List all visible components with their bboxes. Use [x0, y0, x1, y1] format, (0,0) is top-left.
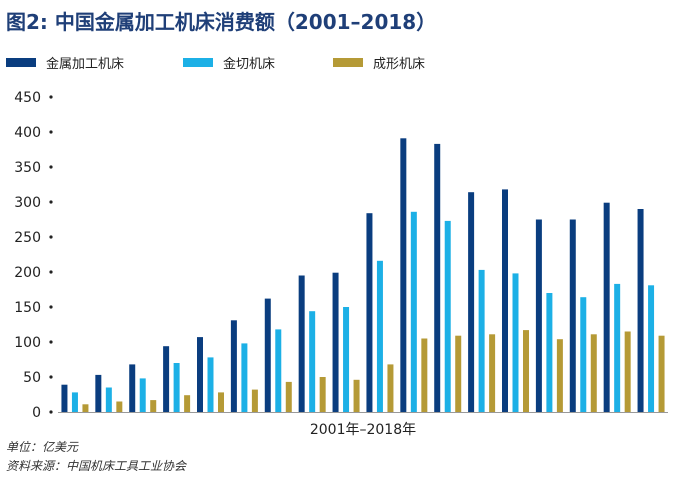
y-tick-label: 200 [14, 265, 41, 281]
bar-series2 [376, 260, 383, 412]
bar-series3 [353, 379, 360, 412]
bar-series3 [624, 331, 631, 412]
bar-series1 [163, 346, 170, 412]
bar-series3 [82, 404, 89, 412]
bar-series3 [590, 334, 597, 412]
legend: 金属加工机床 金切机床 成形机床 [0, 52, 700, 72]
bar-series2 [546, 293, 553, 412]
source-note: 资料来源：中国机床工具工业协会 [6, 459, 187, 473]
bar-series2 [71, 392, 78, 412]
y-tick-mark [49, 375, 53, 379]
y-tick-mark [49, 95, 53, 99]
bar-series1 [264, 298, 271, 412]
bar-series3 [556, 339, 563, 412]
y-tick-label: 0 [32, 405, 41, 421]
bar-series1 [129, 364, 136, 412]
bar-series3 [489, 334, 496, 412]
chart-title: 图2: 中国金属加工机床消费额（2001–2018） [6, 10, 437, 34]
y-tick-label: 250 [14, 230, 41, 246]
bar-series1 [366, 213, 373, 412]
y-tick-label: 100 [14, 335, 41, 351]
bar-series2 [343, 307, 350, 412]
x-axis-label: 2001年–2018年 [310, 422, 416, 438]
y-tick-label: 350 [14, 160, 41, 176]
y-tick-mark [49, 410, 53, 414]
bar-series2 [207, 357, 214, 412]
bar-series3 [150, 400, 157, 412]
bar-series1 [298, 275, 305, 412]
bar-series3 [658, 335, 665, 412]
y-tick-label: 50 [23, 370, 41, 386]
bar-series1 [569, 219, 576, 412]
legend-item-series1: 金属加工机床 [6, 52, 124, 72]
bar-series1 [332, 272, 339, 412]
bar-series3 [285, 381, 292, 412]
bar-series1 [535, 219, 542, 412]
bar-series3 [421, 338, 428, 412]
y-tick-label: 450 [14, 90, 41, 106]
bar-series1 [637, 209, 644, 412]
legend-swatch-series2 [183, 57, 213, 67]
y-tick-mark [49, 130, 53, 134]
bar-series3 [523, 330, 529, 412]
legend-label-series2: 金切机床 [223, 56, 276, 72]
bar-series2 [444, 220, 451, 412]
bar-series3 [455, 335, 462, 412]
bar-series2 [478, 269, 485, 412]
y-tick-mark [49, 340, 53, 344]
bar-series1 [434, 143, 441, 412]
legend-item-series3: 成形机床 [333, 52, 425, 72]
y-tick-label: 300 [14, 195, 41, 211]
bar-series2 [309, 311, 316, 412]
bar-series1 [230, 320, 237, 412]
legend-swatch-series3 [333, 57, 363, 67]
bar-series3 [319, 377, 326, 412]
bar-series1 [95, 374, 102, 412]
bar-series2 [648, 285, 655, 412]
bar-series3 [387, 364, 394, 412]
bar-series3 [218, 392, 224, 412]
bar-series2 [241, 343, 248, 412]
bar-series1 [61, 384, 68, 412]
bar-series2 [614, 283, 621, 412]
bar-series3 [251, 389, 258, 412]
legend-item-series2: 金切机床 [183, 52, 275, 72]
y-tick-mark [49, 200, 53, 204]
legend-swatch-series1 [6, 57, 36, 67]
bar-series1 [197, 337, 203, 412]
bar-series2 [139, 378, 146, 412]
bar-series3 [116, 401, 123, 412]
y-tick-mark [49, 270, 53, 274]
bar-series2 [580, 297, 587, 412]
unit-note: 单位：亿美元 [6, 440, 79, 454]
legend-label-series3: 成形机床 [373, 56, 426, 72]
bar-series1 [400, 138, 407, 413]
bar-series2 [275, 329, 282, 412]
bar-series2 [173, 363, 180, 412]
bar-series3 [184, 395, 191, 412]
y-tick-mark [49, 305, 53, 309]
bar-series1 [468, 192, 475, 412]
legend-label-series1: 金属加工机床 [46, 56, 125, 72]
y-tick-mark [49, 165, 53, 169]
bar-series2 [512, 273, 519, 412]
y-tick-mark [49, 235, 53, 239]
bar-series2 [105, 387, 112, 412]
bar-series2 [410, 211, 417, 412]
y-tick-label: 400 [14, 125, 41, 141]
bar-series1 [603, 202, 610, 412]
y-tick-label: 150 [14, 300, 41, 316]
bar-series1 [502, 189, 508, 412]
